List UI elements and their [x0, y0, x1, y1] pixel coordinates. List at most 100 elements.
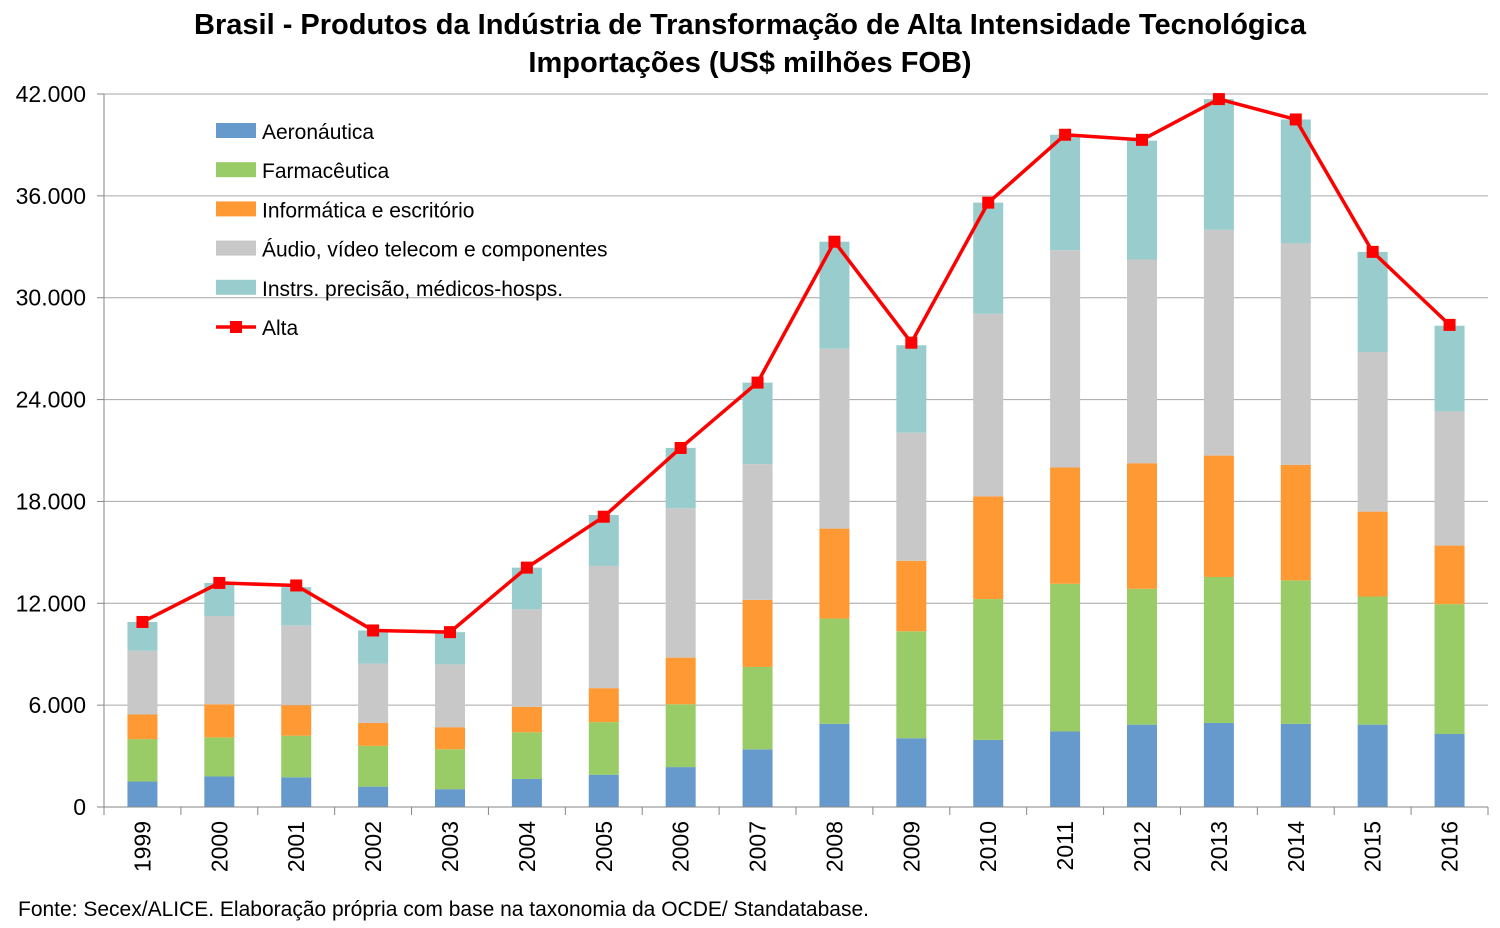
bar-segment — [896, 345, 927, 433]
legend-swatch — [216, 162, 256, 178]
bar-segment — [588, 565, 619, 689]
bar-segment — [665, 657, 696, 705]
alta-marker — [367, 624, 380, 637]
source-note: Fonte: Secex/ALICE. Elaboração própria c… — [18, 898, 869, 921]
bar-segment — [896, 738, 927, 807]
legend-label: Instrs. precisão, médicos-hosps. — [262, 278, 563, 301]
legend-swatch — [216, 279, 256, 295]
x-tick-label: 2002 — [360, 821, 386, 872]
bar-segment — [1434, 604, 1465, 735]
alta-marker — [1136, 133, 1148, 146]
bar-segment — [1280, 723, 1311, 807]
axes — [97, 93, 1489, 815]
x-tick-label: 2008 — [821, 821, 847, 872]
bar-segment — [1357, 596, 1388, 725]
alta-marker — [213, 576, 226, 589]
alta-marker — [290, 579, 303, 592]
bar-segment — [819, 723, 850, 807]
alta-marker — [905, 336, 918, 349]
bar-segment — [665, 508, 696, 658]
alta-marker — [1366, 245, 1379, 258]
bar-segment — [435, 789, 465, 807]
chart-subtitle: Importações (US$ milhões FOB) — [528, 47, 972, 79]
bar-segment — [358, 786, 389, 807]
bar-segment — [1050, 134, 1081, 251]
bar-stacks — [127, 99, 1465, 807]
bar-segment — [742, 382, 773, 465]
legend-label: Informática e escritório — [262, 199, 474, 222]
bar-segment — [1434, 411, 1465, 546]
bar-segment — [358, 663, 389, 723]
legend-label: Áudio, vídeo telecom e componentes — [262, 239, 608, 262]
bar-segment — [1127, 724, 1157, 807]
bar-segment — [204, 776, 235, 807]
bar-segment — [511, 778, 542, 807]
bar-segment — [1050, 583, 1081, 732]
bar-segment — [281, 705, 312, 736]
x-tick-label: 2005 — [591, 821, 617, 872]
bar-segment — [1280, 243, 1311, 465]
y-tick-label: 30.000 — [16, 285, 86, 311]
bar-segment — [204, 704, 235, 738]
legend-swatch — [216, 201, 256, 217]
alta-marker — [597, 510, 610, 523]
bar-segment — [819, 348, 850, 529]
legend-line-marker — [230, 321, 242, 333]
legend-swatch — [216, 240, 256, 256]
alta-marker — [1289, 113, 1302, 126]
bar-segment — [1357, 251, 1388, 353]
y-tick-label: 24.000 — [16, 387, 86, 413]
x-tick-label: 1999 — [129, 821, 155, 872]
alta-marker — [828, 235, 841, 248]
bar-segment — [588, 722, 619, 775]
legend-swatch — [216, 123, 256, 138]
x-tick-label: 2006 — [668, 821, 694, 872]
bar-segment — [435, 664, 465, 728]
bar-segment — [511, 706, 542, 733]
bar-segment — [896, 432, 927, 561]
alta-line — [141, 97, 1451, 634]
bar-segment — [1203, 722, 1234, 807]
bar-segment — [511, 567, 542, 610]
bar-segment — [204, 616, 235, 705]
bar-segment — [1434, 734, 1465, 807]
gridlines — [104, 93, 1488, 706]
bar-segment — [1357, 352, 1388, 512]
legend-label: Farmacêutica — [262, 160, 390, 183]
bar-segment — [1434, 325, 1465, 412]
bar-segment — [819, 618, 850, 724]
line-series-alta — [136, 93, 1456, 639]
x-tick-label: 2012 — [1129, 821, 1155, 872]
bar-segment — [896, 631, 927, 739]
bar-segment — [1203, 455, 1234, 577]
x-tick-label: 2000 — [206, 821, 232, 872]
alta-marker — [1059, 128, 1072, 141]
bar-segment — [204, 737, 235, 777]
bar-segment — [1127, 140, 1157, 260]
bar-segment — [1050, 250, 1081, 468]
x-tick-label: 2010 — [975, 821, 1001, 872]
x-tick-label: 2011 — [1052, 821, 1078, 870]
bar-segment — [973, 496, 1004, 600]
alta-marker — [520, 561, 533, 574]
bar-segment — [1127, 588, 1157, 725]
bar-segment — [973, 599, 1004, 740]
alta-marker — [751, 376, 764, 389]
bar-segment — [281, 587, 312, 626]
bar-segment — [819, 528, 850, 619]
bar-segment — [1203, 576, 1234, 723]
alta-marker — [674, 441, 687, 454]
bar-segment — [665, 704, 696, 768]
bar-segment — [281, 625, 312, 706]
bar-segment — [1280, 580, 1311, 724]
bar-segment — [281, 777, 312, 807]
bar-segment — [127, 739, 158, 782]
legend-label: Aeronáutica — [262, 121, 374, 144]
bar-segment — [127, 781, 158, 807]
x-tick-label: 2016 — [1437, 821, 1463, 872]
alta-marker — [444, 626, 456, 639]
bar-segment — [1357, 724, 1388, 807]
x-tick-label: 2001 — [283, 821, 309, 872]
bar-segment — [358, 745, 389, 787]
